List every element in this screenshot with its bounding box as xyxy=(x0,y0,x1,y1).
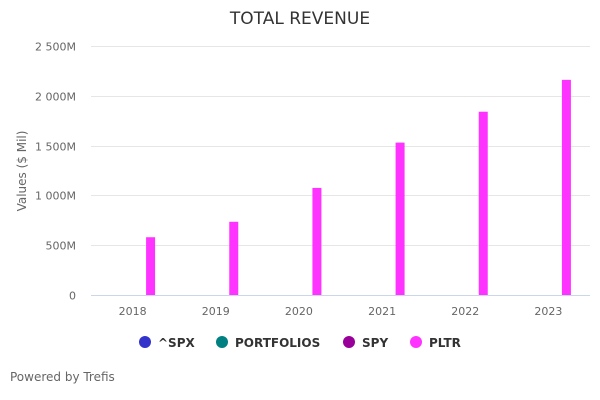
bar-pltr-2021[interactable] xyxy=(395,142,405,295)
chart-title: TOTAL REVENUE xyxy=(229,9,370,29)
legend-label: ^SPX xyxy=(158,336,195,350)
legend-marker-icon xyxy=(216,336,228,348)
y-tick-label: 1 000M xyxy=(35,190,76,203)
legend-item-portfolios[interactable]: PORTFOLIOS xyxy=(216,336,320,350)
bar-pltr-2018[interactable] xyxy=(146,237,156,295)
credits-link[interactable]: Powered by Trefis xyxy=(10,370,115,384)
legend-item-spy[interactable]: SPY xyxy=(343,336,388,350)
legend-marker-icon xyxy=(410,336,422,348)
x-tick-label: 2018 xyxy=(119,305,147,318)
legend-label: PORTFOLIOS xyxy=(235,336,320,350)
bar-pltr-2020[interactable] xyxy=(312,187,322,295)
legend-item-pltr[interactable]: PLTR xyxy=(410,336,461,350)
x-tick-label: 2020 xyxy=(285,305,313,318)
y-tick-label: 2 000M xyxy=(35,91,76,104)
x-tick-label: 2022 xyxy=(451,305,479,318)
legend-label: PLTR xyxy=(429,336,461,350)
bar-pltr-2019[interactable] xyxy=(229,221,239,295)
legend-marker-icon xyxy=(139,336,151,348)
bar-pltr-2022[interactable] xyxy=(478,111,488,296)
y-tick-label: 1 500M xyxy=(35,141,76,154)
legend-item-spx[interactable]: ^SPX xyxy=(139,336,195,350)
bar-pltr-2023[interactable] xyxy=(561,79,571,295)
legend-marker-icon xyxy=(343,336,355,348)
y-tick-label: 500M xyxy=(46,240,77,253)
legend-label: SPY xyxy=(362,336,388,350)
y-tick-label: 0 xyxy=(69,290,76,303)
y-tick-label: 2 500M xyxy=(35,41,76,54)
x-tick-label: 2023 xyxy=(534,305,562,318)
x-tick-label: 2019 xyxy=(202,305,230,318)
y-axis-label: Values ($ Mil) xyxy=(15,131,29,212)
x-tick-label: 2021 xyxy=(368,305,396,318)
